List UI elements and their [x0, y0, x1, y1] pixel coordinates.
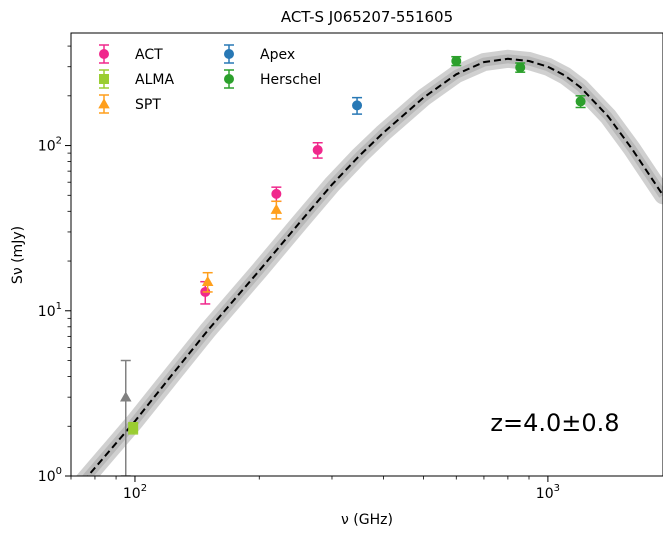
data-marker — [128, 423, 139, 434]
data-marker — [270, 203, 283, 214]
herschel-point-2 — [515, 62, 526, 73]
legend-marker — [98, 98, 110, 109]
plot-frame — [70, 32, 663, 477]
data-marker — [271, 188, 282, 199]
x-tick-label: 103 — [536, 483, 560, 502]
legend-item-alma: ALMA — [99, 69, 174, 89]
herschel-point-1 — [451, 55, 462, 67]
apex-point-1 — [352, 96, 363, 115]
legend-marker — [99, 74, 109, 84]
legend-item-spt: SPT — [98, 94, 161, 114]
data-marker — [201, 275, 214, 286]
upper-limit-point-1 — [120, 359, 132, 476]
redshift-annotation: z=4.0±0.8 — [490, 409, 619, 437]
data-marker — [352, 100, 363, 111]
y-tick-label: 101 — [38, 301, 62, 320]
alma-point-1 — [128, 422, 139, 435]
plot-area — [76, 49, 663, 476]
chart-title: ACT-S J065207-551605 — [281, 8, 453, 26]
spt-point-2 — [270, 200, 283, 220]
legend-label: Herschel — [260, 72, 321, 88]
legend-label: SPT — [135, 97, 161, 113]
y-tick-label: 102 — [38, 136, 62, 155]
herschel-point-3 — [575, 95, 586, 109]
axes: 102 103 100 101 102 — [38, 32, 663, 502]
legend-marker — [99, 49, 109, 59]
x-axis-label: ν (GHz) — [341, 512, 393, 528]
legend-marker — [224, 74, 234, 84]
legend: ACT ALMA SPT Apex Herschel — [98, 44, 321, 114]
legend-item-act: ACT — [99, 44, 163, 64]
y-tick-label: 100 — [38, 466, 62, 485]
legend-label: Apex — [260, 47, 295, 63]
data-marker — [515, 62, 526, 73]
legend-label: ALMA — [135, 72, 174, 88]
data-marker — [451, 55, 462, 66]
model-fit-line — [86, 57, 663, 476]
spt-point-1 — [201, 271, 214, 293]
act-point-3 — [312, 141, 323, 159]
y-axis-label: Sν (mJy) — [10, 226, 26, 284]
data-marker — [575, 96, 586, 107]
legend-item-apex: Apex — [224, 44, 295, 64]
data-marker — [312, 144, 323, 155]
legend-marker — [224, 49, 234, 59]
data-marker — [120, 391, 132, 402]
legend-label: ACT — [135, 47, 163, 63]
x-tick-label: 102 — [123, 483, 147, 502]
legend-item-herschel: Herschel — [224, 69, 321, 89]
